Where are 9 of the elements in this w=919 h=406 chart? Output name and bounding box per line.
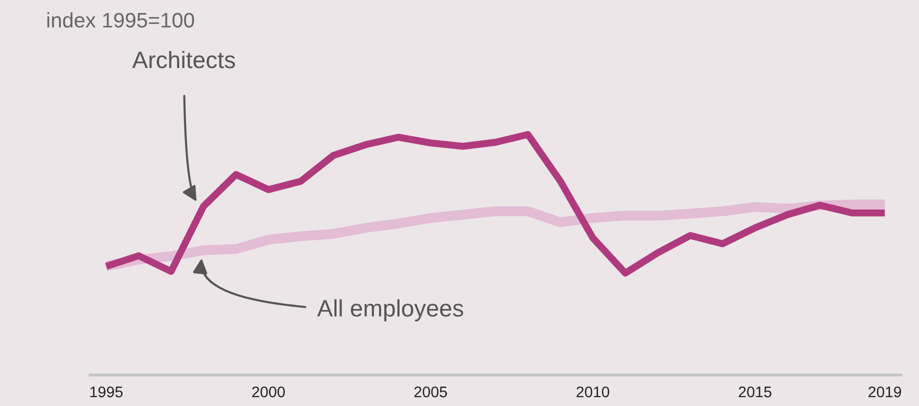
text: All employees [317, 299, 464, 322]
text: index 1995=100 [47, 12, 194, 28]
x-tick-label: 1995 [90, 386, 123, 398]
text: Architects [132, 50, 235, 68]
x-tick-label: 2000 [252, 386, 285, 398]
x-tick-label: 2019 [868, 386, 902, 398]
x-tick-label: 2005 [414, 386, 447, 398]
x-tick-label: 2010 [576, 386, 610, 398]
x-tick-label: 2015 [738, 386, 772, 398]
